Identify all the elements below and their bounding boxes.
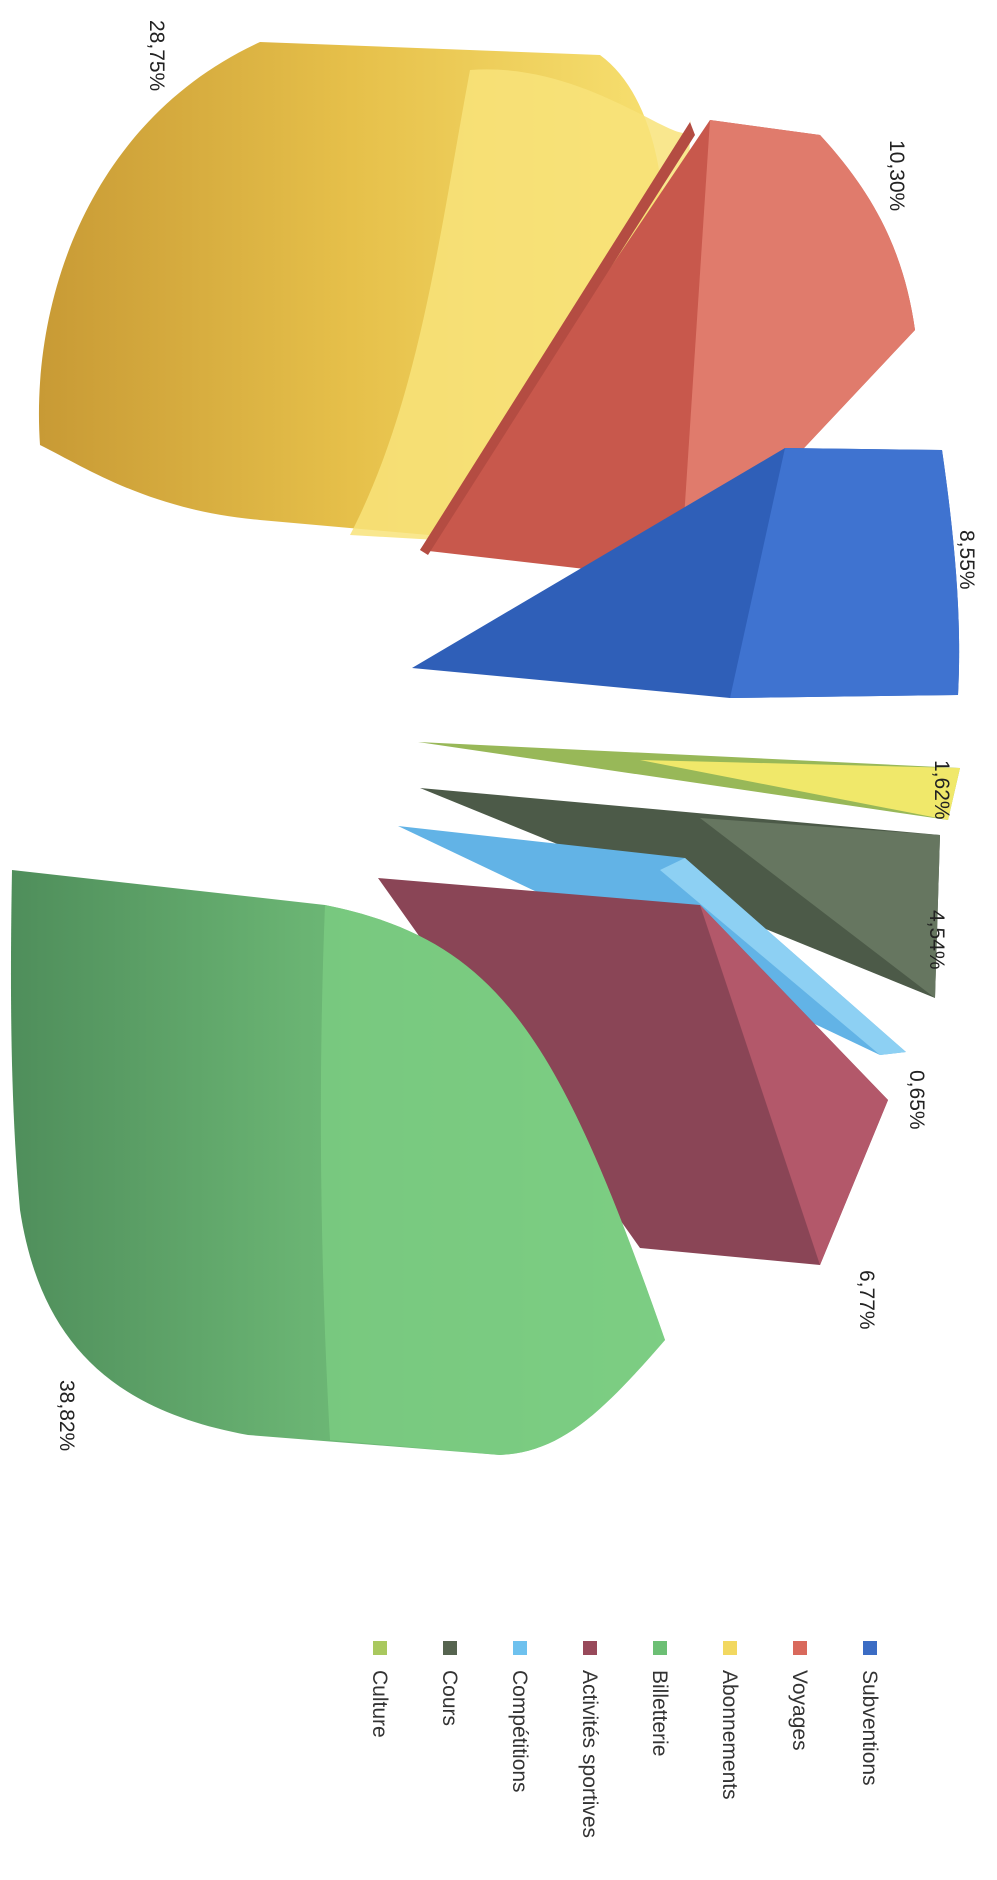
legend-label: Voyages <box>788 1670 811 1751</box>
legend-item-0: Subventions <box>858 1641 881 1786</box>
data-label-3: 38,82% <box>55 1380 78 1451</box>
legend-swatch <box>723 1641 737 1655</box>
slice-subventions <box>412 448 960 698</box>
slice-billetterie <box>10 870 666 1455</box>
data-label-4: 6,77% <box>855 1270 878 1330</box>
legend-label: Culture <box>368 1670 391 1738</box>
legend-item-1: Voyages <box>788 1641 811 1751</box>
legend-swatch <box>513 1641 527 1655</box>
legend-label: Activités sportives <box>578 1670 601 1838</box>
legend-swatch <box>443 1641 457 1655</box>
data-label-7: 1,62% <box>930 760 953 820</box>
slice-culture <box>418 742 960 820</box>
slice-voyages <box>420 120 915 580</box>
data-label-5: 0,65% <box>905 1070 928 1130</box>
legend-label: Abonnements <box>718 1670 741 1800</box>
legend-item-6: Cours <box>438 1641 461 1726</box>
data-label-0: 8,55% <box>955 530 978 590</box>
legend-swatch <box>863 1641 877 1655</box>
slice-activites-sportives <box>378 878 888 1265</box>
legend-item-4: Activités sportives <box>578 1641 601 1838</box>
legend-swatch <box>373 1641 387 1655</box>
data-label-2: 28,75% <box>145 20 168 91</box>
legend-label: Billetterie <box>648 1670 671 1756</box>
legend-item-5: Compétitions <box>508 1641 531 1793</box>
data-label-6: 4,54% <box>925 910 948 970</box>
legend-label: Compétitions <box>508 1670 531 1793</box>
legend-item-7: Culture <box>368 1641 391 1738</box>
legend-swatch <box>793 1641 807 1655</box>
legend-swatch <box>653 1641 667 1655</box>
legend-item-3: Billetterie <box>648 1641 671 1756</box>
legend-swatch <box>583 1641 597 1655</box>
data-label-1: 10,30% <box>885 140 908 211</box>
legend: Subventions Voyages Abonnements Billetterie… <box>368 1641 881 1838</box>
legend-label: Subventions <box>858 1670 881 1786</box>
legend-item-2: Abonnements <box>718 1641 741 1800</box>
legend-label: Cours <box>438 1670 461 1726</box>
